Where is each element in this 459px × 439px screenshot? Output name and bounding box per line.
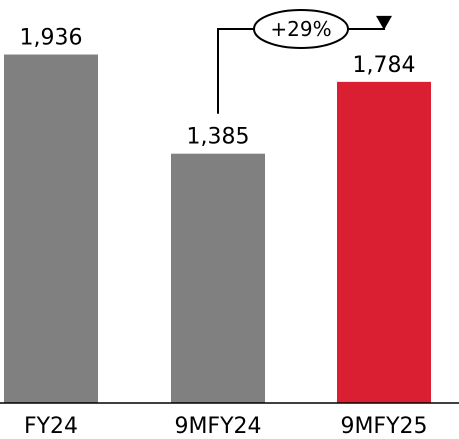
value-label-fy24: 1,936 — [20, 26, 83, 51]
category-label-9mfy24: 9MFY24 — [174, 414, 261, 439]
growth-label: +29% — [270, 17, 331, 41]
category-label-fy24: FY24 — [24, 414, 78, 439]
bar-9mfy24 — [171, 153, 265, 403]
growth-arrowhead — [376, 15, 392, 30]
growth-bubble — [253, 9, 349, 49]
value-labels-layer: 1,936 1,385 1,784 — [20, 26, 416, 150]
category-label-9mfy25: 9MFY25 — [340, 414, 427, 439]
value-label-9mfy25: 1,784 — [353, 53, 416, 78]
bars-layer — [4, 54, 431, 404]
bar-fy24 — [4, 54, 98, 404]
value-label-9mfy24: 1,385 — [187, 125, 250, 150]
growth-annotation: +29% — [217, 9, 392, 114]
category-labels-layer: FY24 9MFY24 9MFY25 — [24, 414, 428, 439]
bar-9mfy25 — [337, 81, 431, 403]
